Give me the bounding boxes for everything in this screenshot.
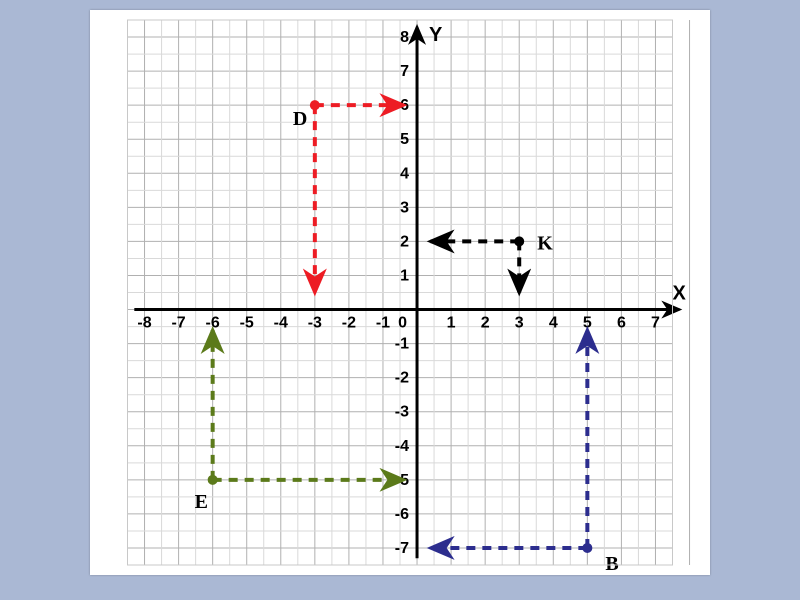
ytick-label: 1 bbox=[400, 267, 409, 284]
xtick-label: -1 bbox=[376, 315, 390, 332]
xtick-label: 7 bbox=[651, 315, 660, 332]
ytick-label: 2 bbox=[400, 233, 409, 250]
ytick-label: 5 bbox=[400, 131, 409, 148]
ytick-label: 8 bbox=[400, 29, 409, 46]
ytick-label: -7 bbox=[395, 540, 409, 557]
xtick-label: -5 bbox=[240, 315, 254, 332]
grid-svg: -8-7-6-5-4-3-2-101234567-7-6-5-4-3-2-112… bbox=[90, 10, 710, 575]
tick-origin: 0 bbox=[398, 315, 407, 332]
ytick-label: -3 bbox=[395, 404, 409, 421]
xtick-label: -4 bbox=[274, 315, 288, 332]
point-label-E: E bbox=[195, 491, 208, 513]
xtick-label: 6 bbox=[617, 315, 626, 332]
ytick-label: 3 bbox=[400, 199, 409, 216]
y-axis-label: Y bbox=[429, 24, 443, 46]
ytick-label: 4 bbox=[400, 165, 409, 182]
xtick-label: 2 bbox=[481, 315, 490, 332]
xtick-label: 5 bbox=[583, 315, 592, 332]
point-label-B: B bbox=[605, 553, 618, 575]
xtick-label: -6 bbox=[206, 315, 220, 332]
point-K bbox=[514, 236, 524, 246]
ytick-label: -1 bbox=[395, 336, 409, 353]
point-label-D: D bbox=[293, 108, 307, 130]
xtick-label: -7 bbox=[171, 315, 185, 332]
x-axis-label: X bbox=[673, 283, 687, 305]
point-label-K: K bbox=[537, 232, 553, 254]
coordinate-chart: -8-7-6-5-4-3-2-101234567-7-6-5-4-3-2-112… bbox=[90, 10, 710, 575]
ytick-label: -6 bbox=[395, 506, 409, 523]
ytick-label: -4 bbox=[395, 438, 409, 455]
xtick-label: 4 bbox=[549, 315, 558, 332]
ytick-label: -2 bbox=[395, 370, 409, 387]
xtick-label: 1 bbox=[447, 315, 456, 332]
ytick-label: 7 bbox=[400, 63, 409, 80]
xtick-label: -8 bbox=[137, 315, 151, 332]
point-B bbox=[582, 543, 592, 553]
xtick-label: -2 bbox=[342, 315, 356, 332]
xtick-label: -3 bbox=[308, 315, 322, 332]
point-E bbox=[208, 475, 218, 485]
xtick-label: 3 bbox=[515, 315, 524, 332]
point-D bbox=[310, 100, 320, 110]
